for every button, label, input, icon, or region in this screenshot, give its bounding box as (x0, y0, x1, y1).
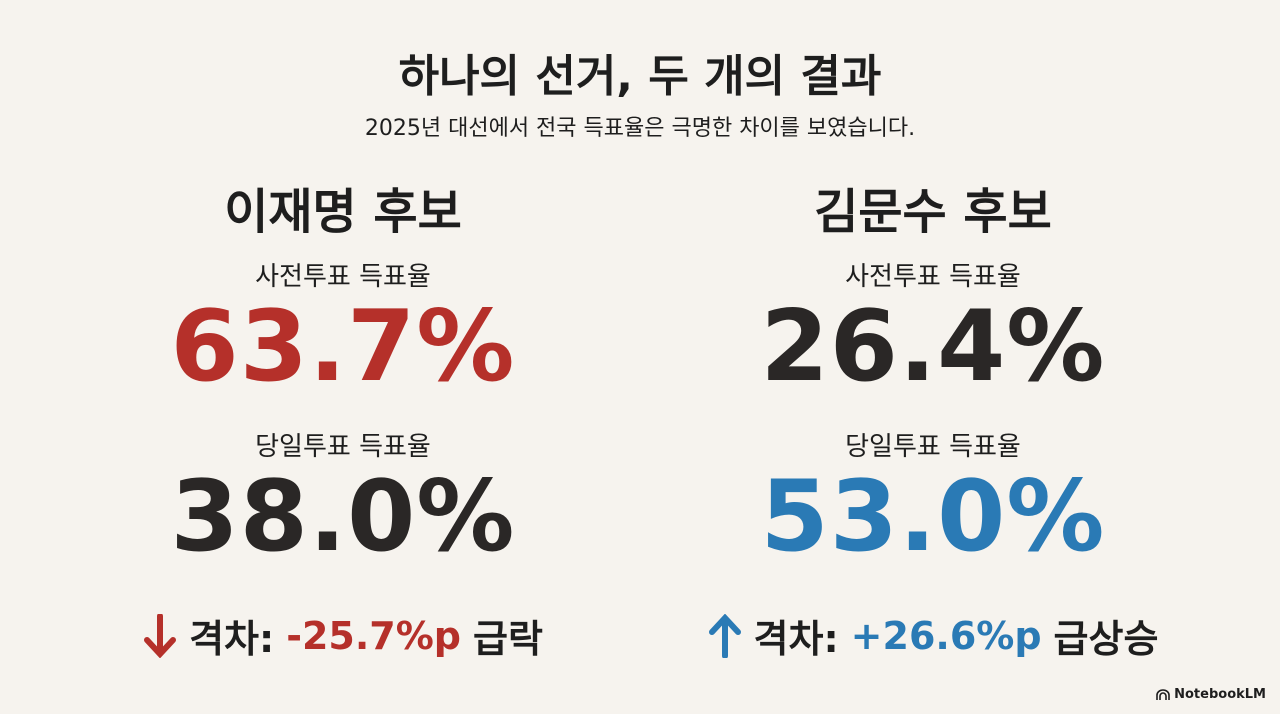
down-arrow (144, 613, 177, 658)
brand: NotebookLM (1156, 687, 1266, 702)
up-arrow (708, 613, 741, 658)
subtitle: 2025년 대선에서 전국 득표율은 극명한 차이를 보였습니다. (364, 116, 916, 141)
day-label: 당일투표 득표율 (845, 432, 1021, 462)
candidate-name: 이재명 후보 (224, 184, 462, 240)
gap-note: 급락 (473, 617, 543, 661)
title: 하나의 선거, 두 개의 결과 (398, 51, 882, 102)
day-label: 당일투표 득표율 (255, 432, 431, 462)
candidate-panel: 김문수 후보 사전투표 득표율 26.4% 당일투표 득표율 53.0% 격차:… (653, 160, 1213, 680)
day-value: 53.0% (760, 460, 1106, 574)
gap-row: 격차: -25.7%p 급락 (63, 608, 623, 663)
candidate-panel: 이재명 후보 사전투표 득표율 63.7% 당일투표 득표율 38.0% 격차:… (63, 160, 623, 680)
gap-label: 격차: (753, 617, 839, 661)
brand-name: NotebookLM (1174, 687, 1266, 702)
day-value: 38.0% (170, 460, 516, 574)
gap-row: 격차: +26.6%p 급상승 (653, 608, 1213, 663)
gap-value: +26.6%p (850, 613, 1042, 658)
gap-label: 격차: (189, 617, 275, 661)
early-label: 사전투표 득표율 (845, 262, 1021, 292)
gap-value: -25.7%p (286, 613, 461, 658)
early-value: 63.7% (170, 290, 516, 404)
gap-note: 급상승 (1053, 617, 1159, 661)
early-label: 사전투표 득표율 (255, 262, 431, 292)
candidate-name: 김문수 후보 (814, 184, 1052, 240)
brand-logo (1156, 688, 1170, 700)
early-value: 26.4% (760, 290, 1106, 404)
